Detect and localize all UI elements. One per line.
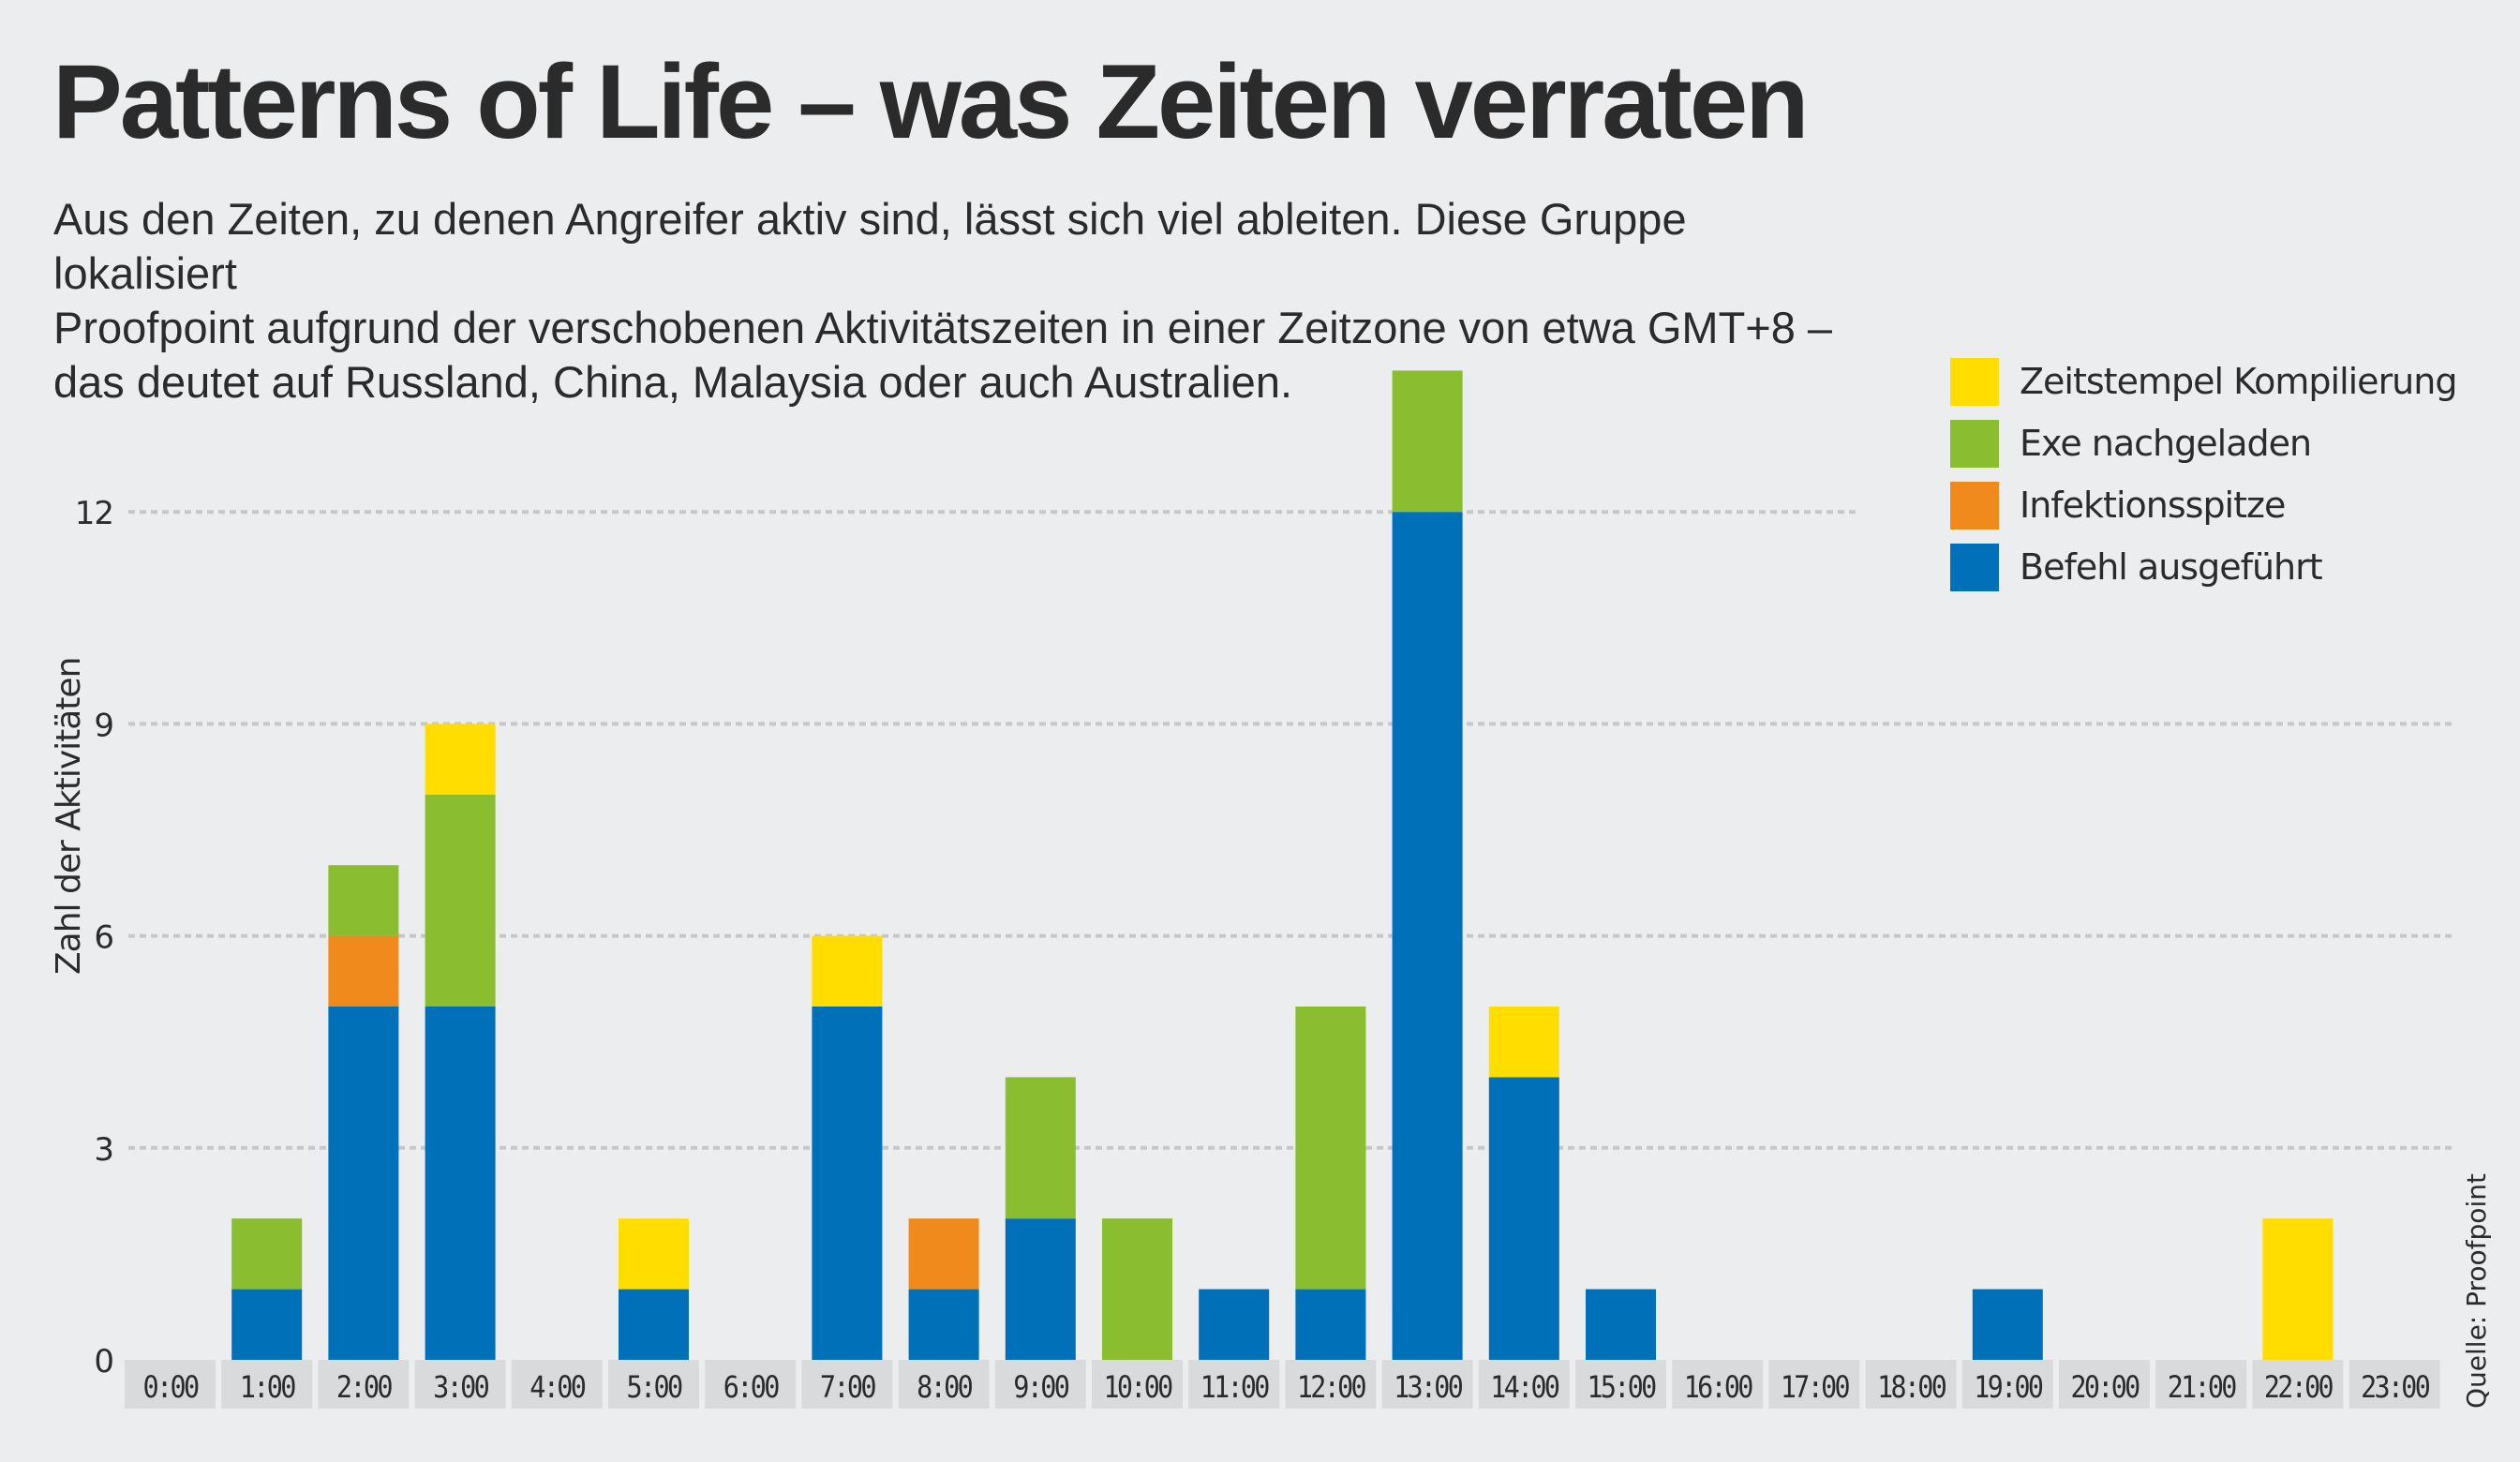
x-label-box bbox=[801, 1360, 893, 1409]
x-tick-label: 1:00 bbox=[240, 1369, 296, 1405]
x-tick-label: 23:00 bbox=[2361, 1369, 2430, 1405]
y-tick-label: 3 bbox=[94, 1131, 113, 1169]
bar-segment bbox=[1488, 1007, 1559, 1078]
bar-segment bbox=[1392, 512, 1463, 1360]
x-tick-label: 18:00 bbox=[1877, 1369, 1946, 1405]
legend-label: Befehl ausgeführt bbox=[2020, 546, 2323, 588]
x-label-box bbox=[608, 1360, 699, 1409]
x-tick-label: 20:00 bbox=[2071, 1369, 2140, 1405]
bar-segment bbox=[425, 1007, 496, 1360]
x-label-box bbox=[511, 1360, 603, 1409]
x-label-box bbox=[994, 1360, 1086, 1409]
x-label-box bbox=[898, 1360, 990, 1409]
bar-segment bbox=[328, 1007, 399, 1360]
x-label-box bbox=[1865, 1360, 1957, 1409]
x-tick-label: 14:00 bbox=[1490, 1369, 1559, 1405]
x-label-box bbox=[2155, 1360, 2247, 1409]
x-tick-label: 21:00 bbox=[2168, 1369, 2237, 1405]
bar-segment bbox=[1392, 370, 1463, 513]
bar-segment bbox=[1586, 1289, 1656, 1360]
x-label-box bbox=[414, 1360, 506, 1409]
bar-segment bbox=[231, 1218, 303, 1290]
x-label-box bbox=[705, 1360, 797, 1409]
x-label-box bbox=[125, 1360, 216, 1409]
legend-swatch bbox=[1950, 544, 1999, 591]
chart-subtitle: Aus den Zeiten, zu denen Angreifer aktiv… bbox=[53, 194, 1833, 407]
x-label-box bbox=[1768, 1360, 1860, 1409]
legend-swatch bbox=[1950, 420, 1999, 468]
x-tick-label: 16:00 bbox=[1684, 1369, 1753, 1405]
x-label-box bbox=[1285, 1360, 1377, 1409]
x-tick-label: 3:00 bbox=[433, 1369, 489, 1405]
x-tick-label: 2:00 bbox=[336, 1369, 393, 1405]
gridlines bbox=[128, 510, 2453, 1150]
x-label-box bbox=[221, 1360, 313, 1409]
y-tick-label: 9 bbox=[94, 707, 113, 744]
bar-segment bbox=[1972, 1289, 2043, 1360]
y-tick-label: 6 bbox=[94, 919, 113, 957]
bar-segment bbox=[812, 935, 883, 1007]
y-tick-label: 0 bbox=[94, 1343, 113, 1380]
x-tick-label: 8:00 bbox=[917, 1369, 973, 1405]
y-axis-ticks: 0 3 6 9 12 bbox=[75, 495, 114, 1380]
x-label-box bbox=[1575, 1360, 1666, 1409]
bar-segment bbox=[908, 1218, 979, 1290]
bar-segment bbox=[1488, 1077, 1559, 1360]
x-label-box bbox=[1381, 1360, 1473, 1409]
bars bbox=[231, 370, 2334, 1360]
x-label-box bbox=[1478, 1360, 1570, 1409]
chart-title: Patterns of Life – was Zeiten verraten bbox=[52, 43, 1810, 160]
bar-segment bbox=[1295, 1289, 1366, 1360]
legend-swatch bbox=[1950, 358, 1999, 406]
bar-segment bbox=[2262, 1218, 2334, 1360]
bar-segment bbox=[1102, 1218, 1172, 1360]
x-tick-label: 12:00 bbox=[1297, 1369, 1366, 1405]
x-tick-label: 6:00 bbox=[723, 1369, 780, 1405]
bar-segment bbox=[1295, 1007, 1366, 1290]
bar-segment bbox=[425, 794, 496, 1007]
bar-segment bbox=[328, 865, 399, 936]
y-tick-label: 12 bbox=[75, 495, 113, 532]
x-tick-label: 4:00 bbox=[529, 1369, 586, 1405]
bar-segment bbox=[328, 935, 399, 1007]
source-credit: Quelle: Proofpoint bbox=[2461, 1173, 2492, 1409]
y-axis-label: Zahl der Aktivitäten bbox=[50, 657, 88, 975]
bar-segment bbox=[231, 1289, 303, 1360]
x-label-box bbox=[1672, 1360, 1764, 1409]
x-tick-label: 7:00 bbox=[820, 1369, 876, 1405]
x-tick-label: 17:00 bbox=[1781, 1369, 1850, 1405]
x-tick-label: 5:00 bbox=[627, 1369, 683, 1405]
bar-segment bbox=[812, 1007, 883, 1360]
x-label-box bbox=[318, 1360, 410, 1409]
x-tick-label: 22:00 bbox=[2264, 1369, 2334, 1405]
x-tick-label: 19:00 bbox=[1974, 1369, 2043, 1405]
x-tick-label: 11:00 bbox=[1200, 1369, 1270, 1405]
legend-label: Infektionsspitze bbox=[2020, 485, 2286, 526]
x-label-box bbox=[1092, 1360, 1183, 1409]
x-label-box bbox=[1961, 1360, 2053, 1409]
x-label-box bbox=[1188, 1360, 1280, 1409]
bar-segment bbox=[1005, 1218, 1076, 1360]
bar-segment bbox=[1199, 1289, 1270, 1360]
bar-segment bbox=[1005, 1077, 1076, 1219]
legend-label: Zeitstempel Kompilierung bbox=[2020, 361, 2457, 402]
legend-swatch bbox=[1950, 482, 1999, 530]
x-tick-label: 0:00 bbox=[143, 1369, 200, 1405]
x-label-box bbox=[2349, 1360, 2440, 1409]
x-label-box bbox=[2059, 1360, 2150, 1409]
x-tick-label: 9:00 bbox=[1013, 1369, 1069, 1405]
bar-segment bbox=[619, 1289, 689, 1360]
x-tick-label: 15:00 bbox=[1588, 1369, 1657, 1405]
x-tick-label: 13:00 bbox=[1394, 1369, 1463, 1405]
x-label-box bbox=[2252, 1360, 2344, 1409]
bar-segment bbox=[908, 1289, 979, 1360]
x-tick-label: 10:00 bbox=[1104, 1369, 1173, 1405]
bar-segment bbox=[619, 1218, 689, 1290]
bar-segment bbox=[425, 724, 496, 795]
legend-label: Exe nachgeladen bbox=[2020, 423, 2312, 464]
x-axis-labels: 0:00 1:00 2:00 3:00 4:00 5:00 6:00 7:00 8:00 9:00… bbox=[125, 1360, 2440, 1409]
